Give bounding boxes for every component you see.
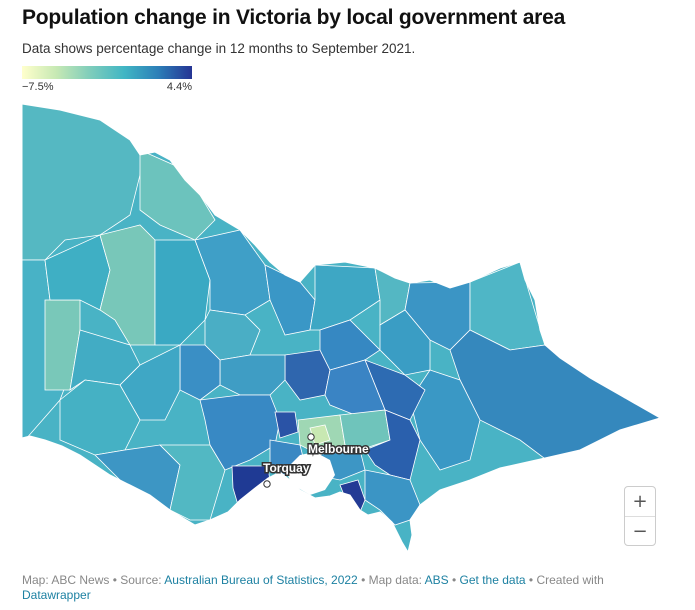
victoria-outline <box>21 103 662 554</box>
lga-region[interactable] <box>59 379 141 456</box>
map-data-link[interactable]: ABS <box>424 573 449 587</box>
lga-region[interactable] <box>219 354 286 396</box>
victoria-map[interactable]: Melbourne Torquay <box>0 95 695 565</box>
torquay-marker <box>263 480 271 488</box>
zoom-in-button[interactable]: + <box>625 487 655 516</box>
chart-title: Population change in Victoria by local g… <box>22 6 566 29</box>
legend-min-label: −7.5% <box>22 81 54 93</box>
lga-region[interactable] <box>94 444 181 511</box>
chart-subtitle: Data shows percentage change in 12 month… <box>22 41 416 56</box>
legend-gradient-bar <box>22 66 192 79</box>
source-prefix: Source: <box>120 573 162 587</box>
get-data-link[interactable]: Get the data <box>459 573 526 587</box>
lga-region[interactable] <box>339 409 391 451</box>
legend-max-label: 4.4% <box>166 81 192 93</box>
created-with-text: Created with <box>536 573 604 587</box>
map-credit: Map: ABC News <box>22 573 110 587</box>
melbourne-marker <box>307 433 315 441</box>
zoom-out-button[interactable]: − <box>625 517 655 546</box>
lga-region[interactable] <box>194 229 271 316</box>
melbourne-label: Melbourne <box>308 442 369 456</box>
zoom-controls: + − <box>624 486 656 546</box>
chart-footer: Map: ABC News • Source: Australian Burea… <box>22 573 604 602</box>
map-data-prefix: Map data: <box>368 573 422 587</box>
color-legend: −7.5% 4.4% <box>22 66 192 97</box>
zoom-divider <box>625 516 655 517</box>
datawrapper-link[interactable]: Datawrapper <box>22 588 91 602</box>
lga-region[interactable] <box>274 411 299 439</box>
lga-region[interactable] <box>199 394 281 471</box>
port-phillip-bay <box>285 452 335 495</box>
torquay-label: Torquay <box>263 461 310 475</box>
source-link[interactable]: Australian Bureau of Statistics, 2022 <box>164 573 358 587</box>
